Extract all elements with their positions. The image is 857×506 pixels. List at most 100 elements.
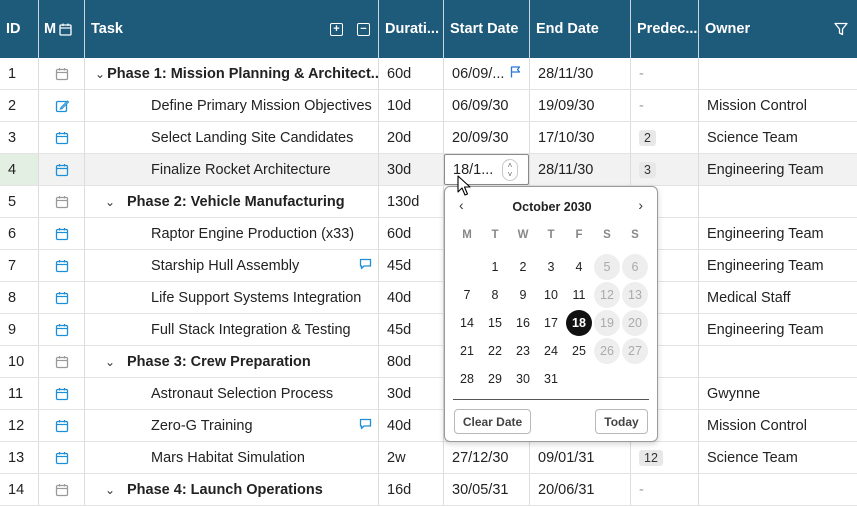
table-row[interactable]: 10 ⌄ Phase 3: Crew Preparation 80d xyxy=(0,346,857,378)
table-row[interactable]: 5 ⌄ Phase 2: Vehicle Manufacturing 130d xyxy=(0,186,857,218)
row-mode[interactable] xyxy=(39,250,85,281)
row-mode[interactable] xyxy=(39,90,85,121)
header-end[interactable]: End Date xyxy=(530,0,631,58)
day-cell[interactable]: 2 xyxy=(509,253,537,281)
row-end[interactable]: 28/11/30 xyxy=(530,154,631,185)
calendar-icon[interactable] xyxy=(55,227,69,241)
row-duration[interactable]: 80d xyxy=(379,346,444,377)
day-cell[interactable]: 17 xyxy=(537,309,565,337)
row-start[interactable]: 06/09/... xyxy=(444,58,530,89)
row-task[interactable]: Starship Hull Assembly xyxy=(85,250,379,281)
header-pred[interactable]: Predec... xyxy=(631,0,699,58)
row-owner[interactable] xyxy=(699,186,857,217)
table-row[interactable]: 6 Raptor Engine Production (x33) 60d Engine… xyxy=(0,218,857,250)
day-cell[interactable]: 11 xyxy=(565,281,593,309)
table-row[interactable]: 7 Starship Hull Assembly 45d Engineering Te… xyxy=(0,250,857,282)
row-pred[interactable]: - xyxy=(631,90,699,121)
row-duration[interactable]: 45d xyxy=(379,314,444,345)
day-cell[interactable]: 15 xyxy=(481,309,509,337)
row-pred[interactable]: - xyxy=(631,58,699,89)
row-pred[interactable]: 3 xyxy=(631,154,699,185)
table-row[interactable]: 11 Astronaut Selection Process 30d Gwynne xyxy=(0,378,857,410)
day-cell[interactable]: 28 xyxy=(453,365,481,393)
row-pred[interactable] xyxy=(631,218,699,249)
row-pred[interactable]: 12 xyxy=(631,442,699,473)
day-cell[interactable]: 16 xyxy=(509,309,537,337)
day-cell[interactable]: 14 xyxy=(453,309,481,337)
filter-icon[interactable] xyxy=(834,22,848,36)
day-cell[interactable]: 10 xyxy=(537,281,565,309)
row-pred[interactable]: 2 xyxy=(631,122,699,153)
row-duration[interactable]: 45d xyxy=(379,250,444,281)
row-task[interactable]: ⌄ Phase 3: Crew Preparation xyxy=(85,346,379,377)
chevron-down-icon[interactable]: ⌄ xyxy=(95,66,106,81)
row-duration[interactable]: 130d xyxy=(379,186,444,217)
row-owner[interactable] xyxy=(699,474,857,505)
day-cell[interactable]: 8 xyxy=(481,281,509,309)
row-owner[interactable]: Science Team xyxy=(699,122,857,153)
spinner-icon[interactable]: ˄ ˅ xyxy=(502,159,518,181)
row-owner[interactable]: Mission Control xyxy=(699,410,857,441)
day-cell[interactable]: 24 xyxy=(537,337,565,365)
day-cell[interactable]: 9 xyxy=(509,281,537,309)
row-pred[interactable] xyxy=(631,282,699,313)
table-row[interactable]: 3 Select Landing Site Candidates 20d 20/09/… xyxy=(0,122,857,154)
day-cell[interactable]: 22 xyxy=(481,337,509,365)
row-owner[interactable]: Engineering Team xyxy=(699,250,857,281)
row-task[interactable]: Finalize Rocket Architecture xyxy=(85,154,379,185)
row-duration[interactable]: 60d xyxy=(379,218,444,249)
day-cell[interactable]: 21 xyxy=(453,337,481,365)
row-duration[interactable]: 60d xyxy=(379,58,444,89)
day-cell[interactable]: 4 xyxy=(565,253,593,281)
day-cell[interactable]: 7 xyxy=(453,281,481,309)
row-end[interactable]: 17/10/30 xyxy=(530,122,631,153)
row-mode[interactable] xyxy=(39,218,85,249)
row-duration[interactable]: 40d xyxy=(379,282,444,313)
comment-icon[interactable] xyxy=(359,418,372,433)
row-pred[interactable] xyxy=(631,250,699,281)
row-start[interactable]: 27/12/30 xyxy=(444,442,530,473)
row-task[interactable]: ⌄ Phase 4: Launch Operations xyxy=(85,474,379,505)
row-start[interactable]: 30/05/31 xyxy=(444,474,530,505)
chevron-down-icon[interactable]: ⌄ xyxy=(104,354,116,369)
table-row[interactable]: 13 Mars Habitat Simulation 2w 27/12/30 09/01… xyxy=(0,442,857,474)
calendar-icon[interactable] xyxy=(55,483,69,497)
plus-square-icon[interactable]: + xyxy=(330,22,343,36)
row-owner[interactable]: Mission Control xyxy=(699,90,857,121)
row-duration[interactable]: 20d xyxy=(379,122,444,153)
day-cell[interactable]: 1 xyxy=(481,253,509,281)
row-task[interactable]: Life Support Systems Integration xyxy=(85,282,379,313)
row-duration[interactable]: 40d xyxy=(379,410,444,441)
table-row[interactable]: 1 ⌄ Phase 1: Mission Planning & Architect.… xyxy=(0,58,857,90)
table-row[interactable]: 8 Life Support Systems Integration 40d Medi… xyxy=(0,282,857,314)
header-task[interactable]: Task + − xyxy=(85,0,379,58)
row-pred[interactable] xyxy=(631,410,699,441)
row-pred[interactable] xyxy=(631,378,699,409)
row-start[interactable]: 06/09/30 xyxy=(444,90,530,121)
calendar-icon[interactable] xyxy=(55,131,69,145)
row-mode[interactable] xyxy=(39,122,85,153)
row-owner[interactable]: Engineering Team xyxy=(699,314,857,345)
table-row[interactable]: 14 ⌄ Phase 4: Launch Operations 16d 30/05/31… xyxy=(0,474,857,506)
row-mode[interactable] xyxy=(39,282,85,313)
row-task[interactable]: Select Landing Site Candidates xyxy=(85,122,379,153)
row-pred[interactable]: - xyxy=(631,474,699,505)
header-mode[interactable]: M xyxy=(39,0,85,58)
next-month-button[interactable]: › xyxy=(638,197,643,213)
row-duration[interactable]: 16d xyxy=(379,474,444,505)
calendar-icon[interactable] xyxy=(55,259,69,273)
calendar-icon[interactable] xyxy=(55,323,69,337)
row-task[interactable]: ⌄ Phase 1: Mission Planning & Architect..… xyxy=(85,58,379,89)
today-button[interactable]: Today xyxy=(595,409,648,434)
row-owner[interactable]: Engineering Team xyxy=(699,218,857,249)
calendar-icon[interactable] xyxy=(55,195,69,209)
table-row[interactable]: 2 Define Primary Mission Objectives 10d 06/… xyxy=(0,90,857,122)
row-owner[interactable]: Science Team xyxy=(699,442,857,473)
row-task[interactable]: Zero-G Training xyxy=(85,410,379,441)
table-row[interactable]: 4 Finalize Rocket Architecture 30d 18/1... ˄… xyxy=(0,154,857,186)
comment-icon[interactable] xyxy=(359,258,372,273)
row-mode[interactable] xyxy=(39,378,85,409)
row-mode[interactable] xyxy=(39,58,85,89)
row-mode[interactable] xyxy=(39,474,85,505)
